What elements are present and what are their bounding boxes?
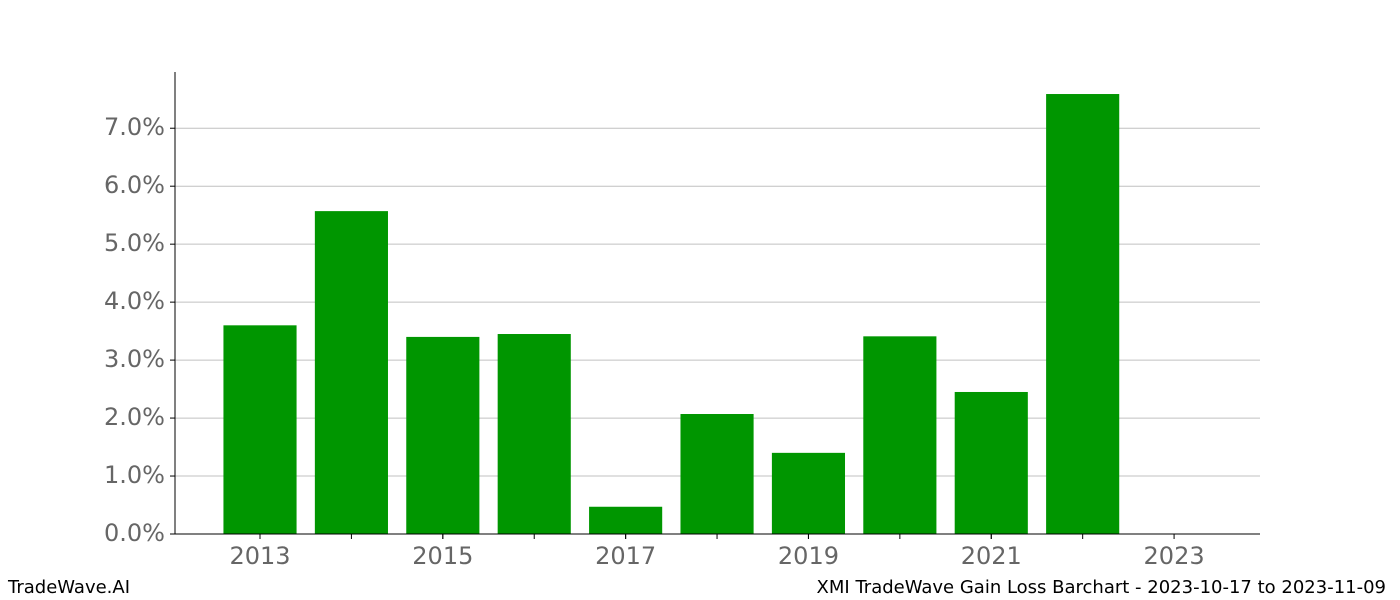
bar <box>863 336 937 534</box>
y-tick-label: 6.0% <box>104 171 165 199</box>
y-tick-label: 5.0% <box>104 229 165 257</box>
x-tick-label: 2015 <box>412 542 473 570</box>
y-tick-label: 1.0% <box>104 461 165 489</box>
bar <box>497 334 571 534</box>
y-tick-label: 3.0% <box>104 345 165 373</box>
bar <box>954 391 1028 534</box>
y-tick-label: 2.0% <box>104 403 165 431</box>
x-tick-label: 2017 <box>595 542 656 570</box>
y-tick-label: 4.0% <box>104 287 165 315</box>
bar <box>589 506 663 534</box>
y-tick-label: 7.0% <box>104 113 165 141</box>
x-tick-label: 2023 <box>1144 542 1205 570</box>
bar <box>223 325 297 534</box>
bar <box>680 414 754 534</box>
y-tick-label: 0.0% <box>104 519 165 547</box>
x-tick-label: 2021 <box>961 542 1022 570</box>
bar <box>406 336 480 534</box>
bar <box>1046 94 1120 535</box>
x-tick-label: 2013 <box>229 542 290 570</box>
bar <box>771 452 846 534</box>
x-tick-label: 2019 <box>778 542 839 570</box>
brand: TradeWave.AI <box>7 577 130 598</box>
caption: XMI TradeWave Gain Loss Barchart - 2023-… <box>817 577 1386 598</box>
bar <box>314 211 388 534</box>
